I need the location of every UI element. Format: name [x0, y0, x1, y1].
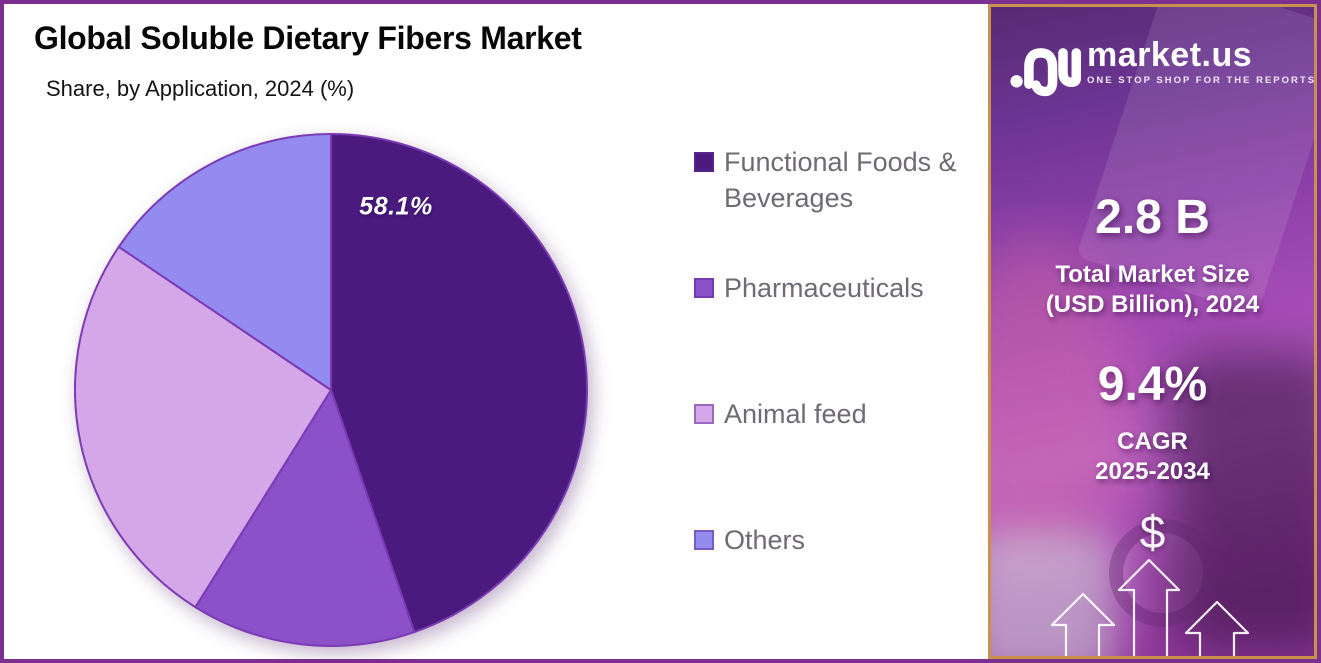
legend-item: Pharmaceuticals — [694, 270, 974, 306]
pie-slice-functional-foods-beverages — [330, 133, 588, 634]
marketus-logo-icon — [1010, 48, 1081, 97]
dollar-symbol: $ — [1139, 506, 1166, 558]
cagr-label: CAGR 2025-2034 — [991, 427, 1314, 487]
market-size-label: Total Market Size (USD Billion), 2024 — [991, 260, 1314, 320]
legend-item: Others — [694, 522, 974, 558]
logo-brand-text: market.us — [1087, 36, 1253, 74]
sidebar: market.us ONE STOP SHOP FOR THE REPORTS … — [988, 4, 1317, 659]
legend-label: Others — [724, 525, 806, 555]
market-size-value: 2.8 B — [1095, 191, 1210, 244]
market-size-label-line1: Total Market Size — [1055, 261, 1250, 288]
legend-label: Pharmaceuticals — [724, 273, 924, 303]
legend-swatch — [694, 152, 714, 172]
chart-legend: Functional Foods & Beverages Pharmaceutic… — [4, 4, 988, 659]
legend-item: Functional Foods & Beverages — [694, 144, 974, 216]
legend-item: Animal feed — [694, 396, 974, 432]
page-subtitle: Share, by Application, 2024 (%) — [46, 76, 355, 101]
pie-slice-others — [117, 133, 332, 391]
growth-arrows-icon — [1050, 558, 1250, 656]
cagr-label-line2: 2025-2034 — [1095, 458, 1210, 485]
pie-slice-pharmaceuticals — [194, 389, 416, 647]
cagr-value: 9.4% — [1097, 358, 1208, 411]
growth-arrow-center — [1117, 558, 1181, 656]
legend-label: Functional Foods & Beverages — [724, 147, 957, 213]
legend-label: Animal feed — [724, 399, 867, 429]
legend-swatch — [694, 530, 714, 550]
marketus-logo: market.us ONE STOP SHOP FOR THE REPORTS — [1007, 37, 1314, 101]
chart-area: Global Soluble Dietary Fibers Market Sha… — [4, 4, 988, 659]
market-size-label-line2: (USD Billion), 2024 — [1045, 291, 1260, 318]
cagr-label-line1: CAGR — [1117, 428, 1188, 455]
legend-swatch — [694, 404, 714, 424]
growth-arrow-left — [1050, 592, 1116, 656]
pie-chart — [74, 133, 588, 647]
page-title: Global Soluble Dietary Fibers Market — [34, 20, 582, 56]
pie-slice-value-label: 58.1% — [359, 192, 433, 221]
legend-swatch — [694, 278, 714, 298]
growth-arrow-right — [1184, 600, 1250, 656]
pie-slice-animal-feed — [74, 245, 332, 609]
marketus-logo-words: market.us ONE STOP SHOP FOR THE REPORTS — [1087, 36, 1317, 86]
logo-tagline-text: ONE STOP SHOP FOR THE REPORTS — [1087, 75, 1317, 86]
